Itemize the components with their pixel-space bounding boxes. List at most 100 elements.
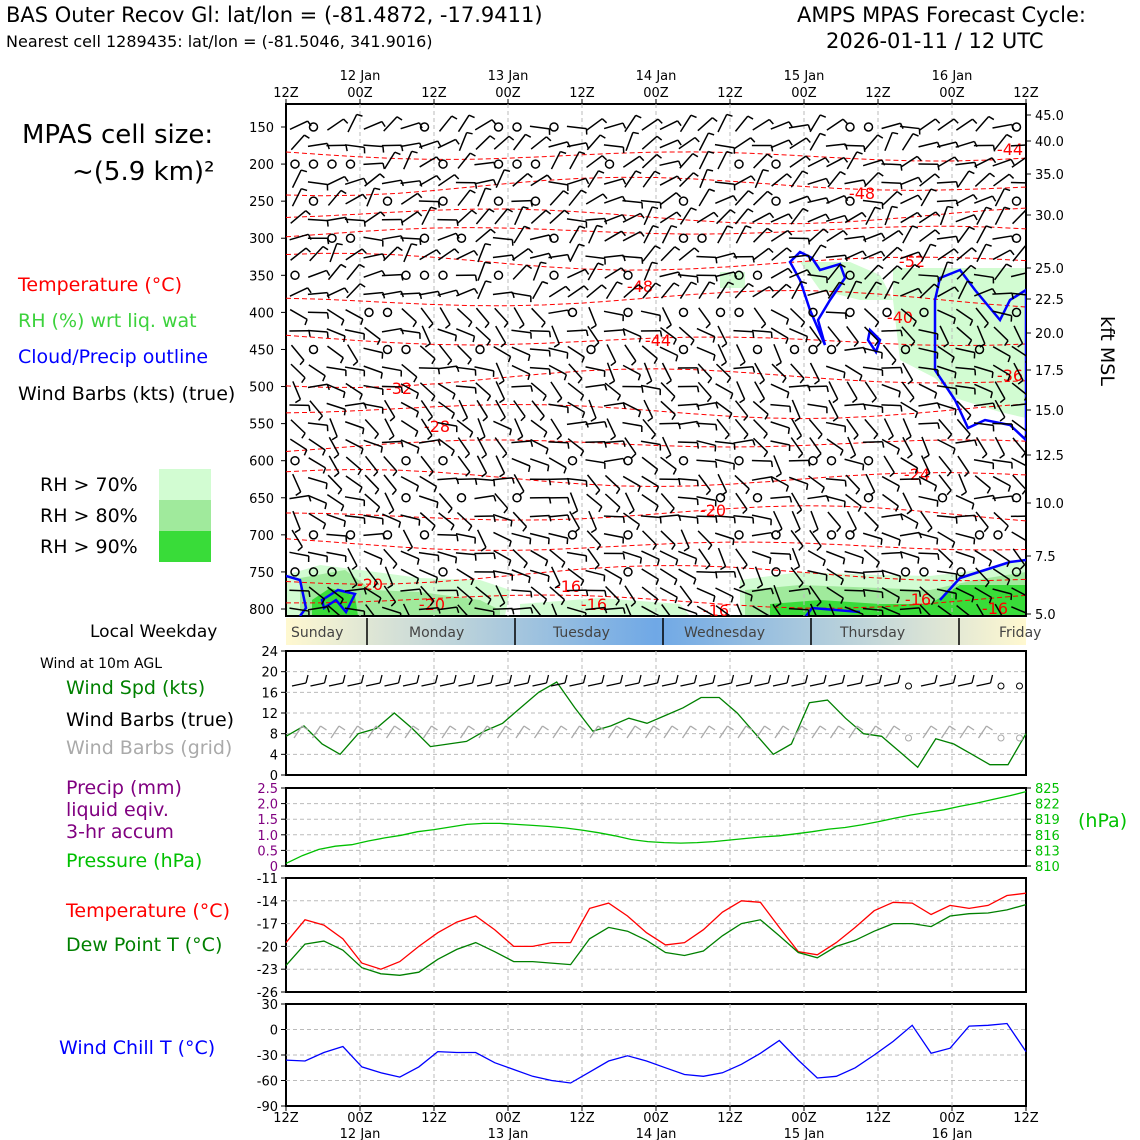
wind-barb-flag xyxy=(690,207,697,211)
wind-barb xyxy=(1011,345,1026,357)
wind10m-grid-barb xyxy=(848,725,858,739)
temp-contour-label: -44 xyxy=(997,140,1023,159)
bottom-day-label: 14 Jan xyxy=(636,1127,677,1140)
wind-barb-flag xyxy=(618,578,623,585)
wind-barb-flag xyxy=(527,354,531,362)
wind-barb-flag xyxy=(340,319,345,326)
wind-barb xyxy=(290,247,307,261)
wind-barb-flag xyxy=(381,121,386,128)
wind-barb xyxy=(936,199,957,203)
wind-barb xyxy=(512,172,529,187)
wind-barb-flag xyxy=(556,397,563,403)
wind-calm-marker xyxy=(623,567,633,577)
wind-barb xyxy=(344,496,365,501)
wind-barb xyxy=(678,568,697,580)
wind-barb-flag xyxy=(775,473,782,478)
temp-contour xyxy=(286,565,1026,585)
windchill-panel-ylabel: -30 xyxy=(257,1049,278,1064)
wind-barb xyxy=(641,118,659,131)
wind-barb-flag xyxy=(787,427,791,434)
bottom-day-label: 15 Jan xyxy=(784,1127,825,1140)
wind-barb xyxy=(643,362,653,382)
wind-barb xyxy=(585,366,605,372)
wind-barb xyxy=(438,344,453,361)
wind-barb xyxy=(957,455,970,473)
wind-barb xyxy=(529,532,550,539)
wind-barb xyxy=(956,264,972,280)
wind-barb xyxy=(955,214,975,223)
wind-barb-flag xyxy=(339,357,344,364)
wind-barb xyxy=(734,474,750,490)
wind-barb-flag xyxy=(715,402,719,409)
pressure-label: 300 xyxy=(249,232,274,247)
wind-barb xyxy=(492,477,513,481)
wind10m-grid-barb xyxy=(755,725,766,739)
wind-barb-flag xyxy=(411,243,418,246)
wind-barb-flag xyxy=(407,546,413,552)
wind-calm-marker xyxy=(530,196,541,206)
wind-barb-flag xyxy=(881,441,885,448)
wind-barb xyxy=(973,273,994,279)
wind-barb-flag xyxy=(372,582,379,588)
wind-barb-flag xyxy=(819,132,826,137)
wind-barb-flag xyxy=(1006,579,1011,586)
wind-barb xyxy=(1011,156,1026,168)
wind-barb xyxy=(937,286,956,298)
wind-barb xyxy=(696,346,716,356)
wind-barb xyxy=(809,362,820,381)
wind-barb-flag xyxy=(937,276,940,283)
wind-barb xyxy=(493,420,512,431)
windchill-line xyxy=(285,1022,1027,1084)
wind-calm-marker xyxy=(771,567,781,577)
wind-barb-flag xyxy=(297,546,303,552)
wind10m-barb-flag xyxy=(601,674,605,684)
wind-barb xyxy=(400,550,420,560)
wind-calm-marker xyxy=(401,344,411,355)
wind-barb xyxy=(400,122,420,130)
wind-barb xyxy=(900,287,919,297)
wind-barb-flag xyxy=(745,225,752,229)
wind-barb xyxy=(936,588,957,595)
wind10m-grid-barb-flag xyxy=(819,725,827,731)
wind-barb xyxy=(698,188,710,207)
wind-barb xyxy=(844,235,864,240)
wind-barb xyxy=(863,250,882,260)
legend-dewpoint: Dew Point T (°C) xyxy=(66,934,223,956)
wind-barb xyxy=(696,211,715,224)
wind10m-grid-barb-flag xyxy=(801,725,808,731)
wind-barb xyxy=(475,135,491,150)
wind-barb-flag xyxy=(527,373,531,380)
wind-barb-flag xyxy=(622,402,626,409)
wind-barb xyxy=(714,440,735,445)
wind-barb-flag xyxy=(1020,452,1026,458)
wind-barb-flag xyxy=(646,380,653,385)
wind-barb-flag xyxy=(692,172,699,177)
rh80-swatch xyxy=(159,500,211,531)
wind-barb xyxy=(532,261,542,281)
wind-barb xyxy=(383,548,398,565)
weekday-day: Thursday xyxy=(839,625,905,641)
wind-barb-flag xyxy=(356,113,363,117)
wind-barb xyxy=(641,135,658,150)
wind-barb-flag xyxy=(671,414,676,421)
wind-barb-flag xyxy=(826,385,829,393)
wind-barb-flag xyxy=(844,215,849,222)
wind-barb xyxy=(900,457,918,469)
wind-barb xyxy=(383,585,397,603)
wind-barb xyxy=(659,211,678,224)
wind-barb-flag xyxy=(392,470,398,477)
wind10m-grid-barb xyxy=(533,725,544,739)
wind-calm-marker xyxy=(623,455,633,466)
wind-barb xyxy=(862,570,883,573)
wind-barb-flag xyxy=(769,557,772,565)
wind-calm-marker xyxy=(438,159,448,169)
wind-barb xyxy=(714,181,735,186)
wind-barb-flag xyxy=(351,565,358,571)
wind-calm-marker xyxy=(623,270,633,281)
wind10m-barb-flag xyxy=(416,674,420,684)
wind-barb-flag xyxy=(604,421,608,428)
wind-calm-marker xyxy=(678,233,689,243)
wind-barb xyxy=(955,347,975,354)
wind-barb xyxy=(899,607,920,611)
wind-barb-flag xyxy=(437,439,441,446)
